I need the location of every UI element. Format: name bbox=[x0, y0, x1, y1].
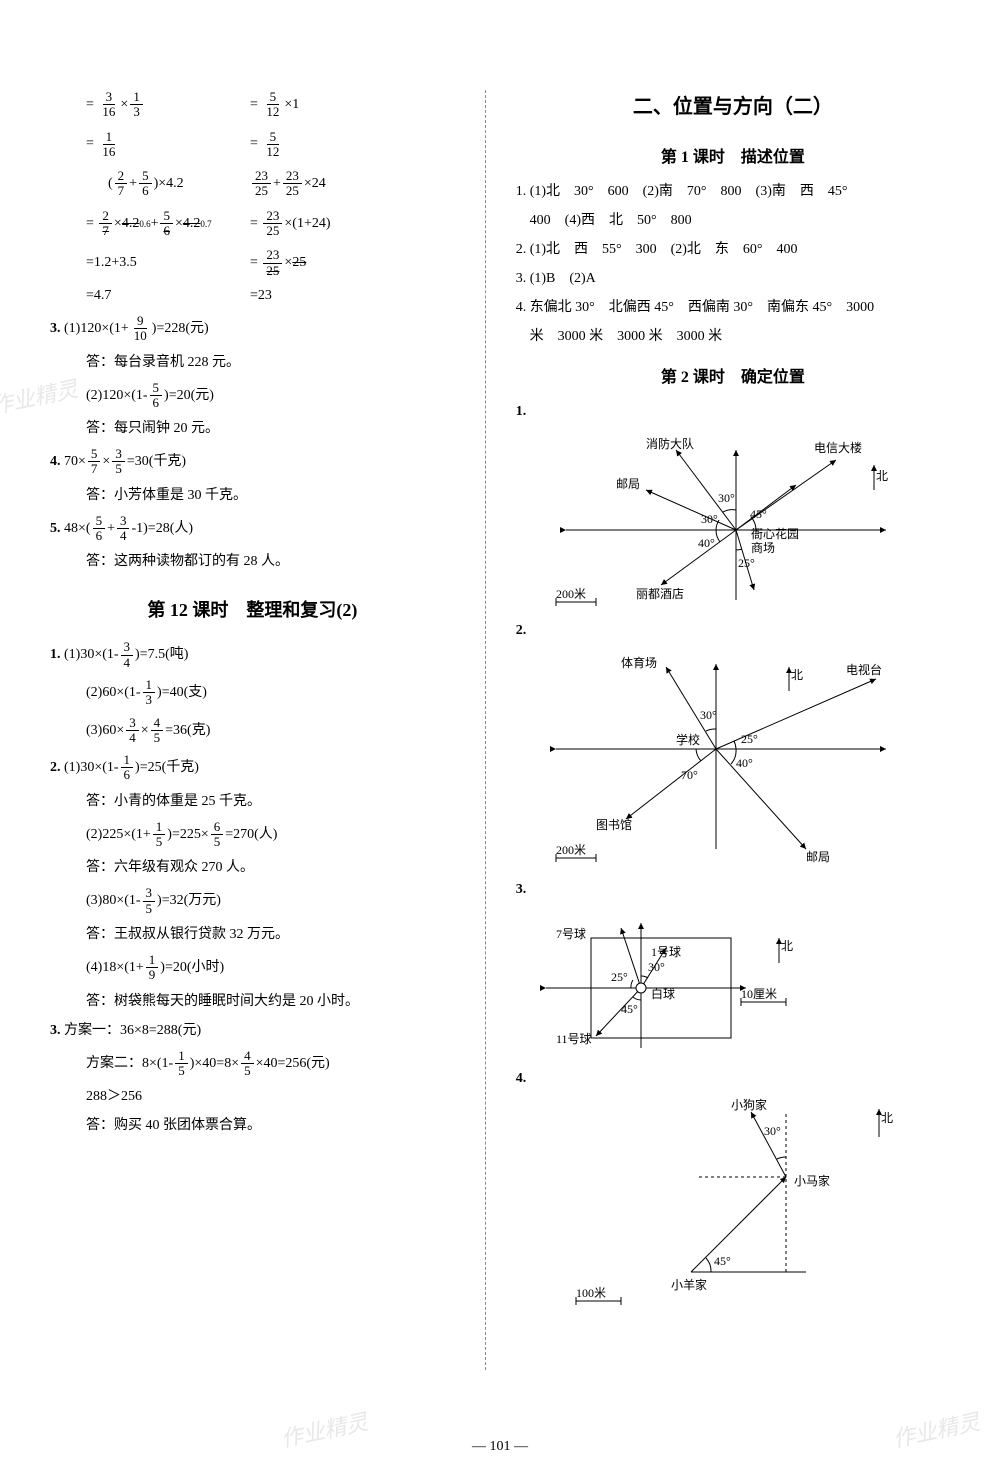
problem-part: (2)120×(1-56)=20(元) bbox=[50, 381, 455, 411]
column-divider bbox=[485, 90, 486, 1370]
page-number: — 101 — bbox=[0, 1439, 1000, 1455]
problem-part: (2)60×(1-13)=40(支) bbox=[50, 678, 455, 708]
svg-text:200米: 200米 bbox=[556, 843, 586, 857]
problem-2: 2. (1)30×(1-16)=25(千克) bbox=[50, 753, 455, 783]
svg-text:45°: 45° bbox=[621, 1002, 638, 1016]
svg-text:消防大队: 消防大队 bbox=[646, 436, 694, 451]
answer-line: 答：六年级有观众 270 人。 bbox=[50, 857, 455, 878]
answer-line: 答：小芳体重是 30 千克。 bbox=[50, 485, 455, 506]
chapter-title: 二、位置与方向（二） bbox=[516, 90, 950, 119]
answer-line: 答：王叔叔从银行贷款 32 万元。 bbox=[50, 924, 455, 945]
svg-text:25°: 25° bbox=[611, 970, 628, 984]
problem-part: 方案二：8×(1-15)×40=8×45×40=256(元) bbox=[50, 1049, 455, 1079]
svg-text:25°: 25° bbox=[738, 556, 755, 570]
svg-text:40°: 40° bbox=[736, 756, 753, 770]
svg-text:丽都酒店: 丽都酒店 bbox=[636, 587, 684, 601]
svg-text:邮局: 邮局 bbox=[806, 850, 830, 864]
svg-text:北: 北 bbox=[881, 1111, 893, 1125]
plan-1: 方案一：36×8=288(元) bbox=[64, 1023, 201, 1038]
answer-line: 答：树袋熊每天的睡眠时间大约是 20 小时。 bbox=[50, 991, 455, 1012]
problem-part: (3)80×(1-35)=32(万元) bbox=[50, 886, 455, 916]
svg-text:北: 北 bbox=[876, 469, 888, 483]
svg-text:30°: 30° bbox=[700, 708, 717, 722]
svg-text:25°: 25° bbox=[741, 732, 758, 746]
lesson-2-title: 第 2 课时 确定位置 bbox=[516, 363, 950, 387]
problem-1: 1. (1)30×(1-34)=7.5(吨) bbox=[50, 640, 455, 670]
text-line: 4. 东偏北 30° 北偏西 45° 西偏南 30° 南偏东 45° 3000 bbox=[516, 297, 950, 318]
answer-line: 答：这两种读物都订的有 28 人。 bbox=[50, 551, 455, 572]
svg-text:小马家: 小马家 bbox=[794, 1173, 830, 1188]
text-line: 米 3000 米 3000 米 3000 米 bbox=[516, 326, 950, 347]
answer-line: 答：小青的体重是 25 千克。 bbox=[50, 791, 455, 812]
svg-text:30°: 30° bbox=[718, 491, 735, 505]
answer-line: 答：每台录音机 228 元。 bbox=[50, 352, 455, 373]
svg-text:电视台: 电视台 bbox=[846, 662, 882, 677]
svg-text:70°: 70° bbox=[681, 768, 698, 782]
text-line: 400 (4)西 北 50° 800 bbox=[516, 210, 950, 231]
diagram-2-num: 2. bbox=[516, 620, 950, 641]
svg-text:邮局: 邮局 bbox=[616, 477, 640, 491]
problem-part: (2)225×(1+15)=225×65=270(人) bbox=[50, 820, 455, 850]
svg-text:衙心花园: 衙心花园 bbox=[751, 526, 799, 541]
svg-text:小羊家: 小羊家 bbox=[671, 1277, 707, 1292]
svg-text:30°: 30° bbox=[764, 1124, 781, 1138]
problem-3: 3. (1)120×(1+910)=228(元) bbox=[50, 314, 455, 344]
math-row: = 27×4.20.6+56×4.20.7 = 2325×(1+24) bbox=[50, 209, 455, 239]
math-row: =1.2+3.5 = 2325×25 bbox=[50, 248, 455, 278]
diagram-2: 体育场 电视台 学校 图书馆 邮局 北 30° 25° 40° 70° 200米 bbox=[536, 649, 916, 869]
svg-text:40°: 40° bbox=[698, 536, 715, 550]
svg-text:小狗家: 小狗家 bbox=[731, 1097, 767, 1112]
svg-text:30°: 30° bbox=[701, 512, 718, 526]
svg-text:11号球: 11号球 bbox=[556, 1032, 592, 1046]
page-container: = 316×13 = 512×1 = 116 = 512 (27+56)×4.2… bbox=[50, 90, 950, 1445]
diagram-1: 消防大队 电信大楼 邮局 衙心花园 商场 丽都酒店 北 30° 30° 45° … bbox=[536, 430, 916, 610]
svg-text:学校: 学校 bbox=[676, 732, 700, 747]
math-row: = 116 = 512 bbox=[50, 130, 455, 160]
math-row: = 316×13 = 512×1 bbox=[50, 90, 455, 120]
svg-text:电信大楼: 电信大楼 bbox=[814, 440, 862, 455]
problem-part: (4)18×(1+19)=20(小时) bbox=[50, 953, 455, 983]
answer-line: 答：购买 40 张团体票合算。 bbox=[50, 1115, 455, 1136]
problem-3b: 3. 方案一：36×8=288(元) bbox=[50, 1020, 455, 1041]
svg-text:图书馆: 图书馆 bbox=[596, 817, 632, 832]
text-line: 1. (1)北 30° 600 (2)南 70° 800 (3)南 西 45° bbox=[516, 181, 950, 202]
svg-text:45°: 45° bbox=[714, 1254, 731, 1268]
diagram-4-num: 4. bbox=[516, 1068, 950, 1089]
text-line: 2. (1)北 西 55° 300 (2)北 东 60° 400 bbox=[516, 239, 950, 260]
answer-line: 答：每只闹钟 20 元。 bbox=[50, 418, 455, 439]
svg-text:1号球: 1号球 bbox=[651, 945, 681, 959]
svg-text:45°: 45° bbox=[750, 507, 767, 521]
diagram-3: 7号球 1号球 白球 11号球 北 25° 30° 45° 10厘米 bbox=[536, 908, 856, 1058]
compare-line: 288＞256 bbox=[50, 1086, 455, 1107]
lesson-1-title: 第 1 课时 描述位置 bbox=[516, 143, 950, 167]
text-line: 3. (1)B (2)A bbox=[516, 268, 950, 289]
math-row: (27+56)×4.2 2325+2325×24 bbox=[50, 169, 455, 199]
svg-text:30°: 30° bbox=[648, 960, 665, 974]
problem-part: (3)60×34×45=36(克) bbox=[50, 716, 455, 746]
svg-text:商场: 商场 bbox=[751, 540, 775, 555]
left-column: = 316×13 = 512×1 = 116 = 512 (27+56)×4.2… bbox=[50, 90, 455, 1445]
svg-text:200米: 200米 bbox=[556, 587, 586, 601]
svg-text:10厘米: 10厘米 bbox=[741, 987, 777, 1001]
problem-4: 4. 70×57×35=30(千克) bbox=[50, 447, 455, 477]
diagram-1-num: 1. bbox=[516, 401, 950, 422]
svg-text:北: 北 bbox=[781, 939, 793, 953]
diagram-4: 小狗家 小马家 小羊家 北 30° 45° 100米 bbox=[536, 1097, 916, 1307]
diagram-3-num: 3. bbox=[516, 879, 950, 900]
section-title-12: 第 12 课时 整理和复习(2) bbox=[50, 596, 455, 622]
svg-text:7号球: 7号球 bbox=[556, 927, 586, 941]
svg-text:白球: 白球 bbox=[651, 986, 675, 1001]
svg-text:100米: 100米 bbox=[576, 1286, 606, 1300]
math-row: =4.7 =23 bbox=[50, 288, 455, 304]
right-column: 二、位置与方向（二） 第 1 课时 描述位置 1. (1)北 30° 600 (… bbox=[516, 90, 950, 1445]
svg-text:北: 北 bbox=[791, 668, 803, 682]
svg-text:体育场: 体育场 bbox=[621, 655, 657, 670]
problem-5: 5. 48×(56+34-1)=28(人) bbox=[50, 514, 455, 544]
